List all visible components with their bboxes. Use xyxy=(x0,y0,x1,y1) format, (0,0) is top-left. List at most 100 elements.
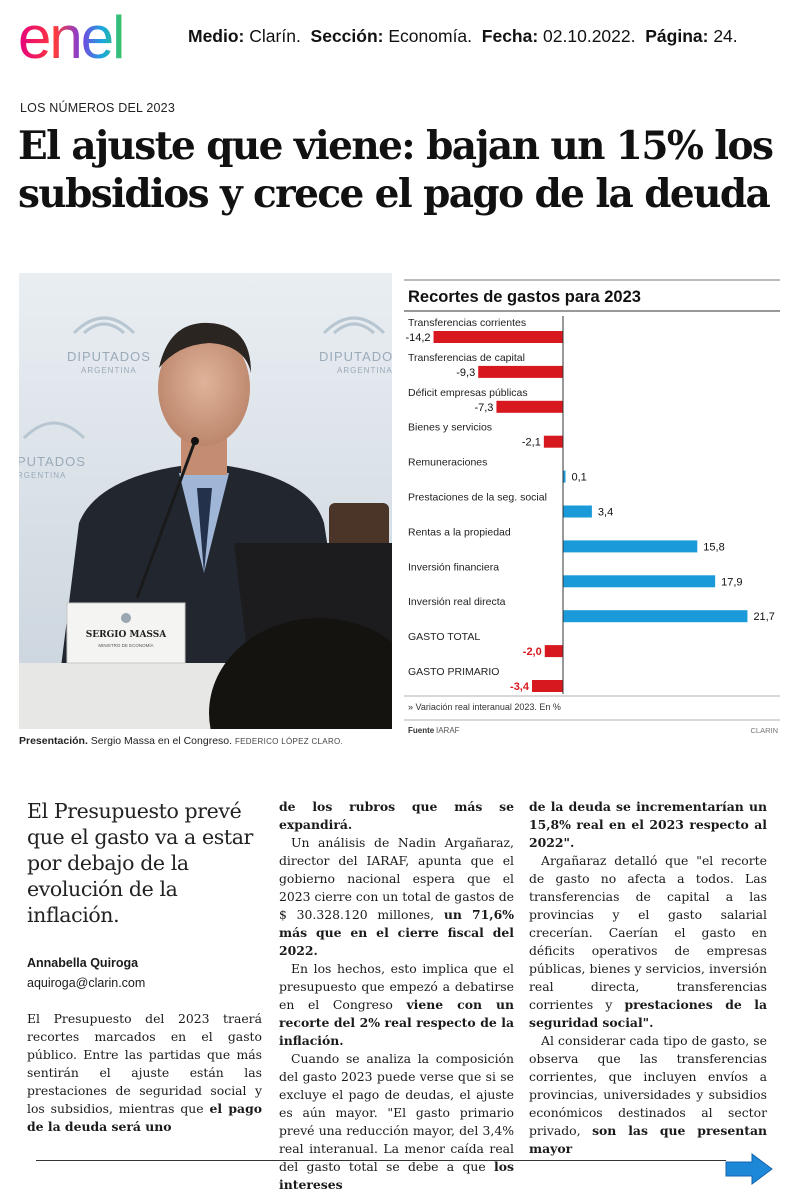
chart-rows: Transferencias corrientes -14,2 Transferen… xyxy=(405,317,774,693)
chart-category-label: GASTO TOTAL xyxy=(408,631,480,643)
footer-rule xyxy=(36,1160,726,1161)
medio-value: Clarín. xyxy=(249,26,301,46)
chart-value-label: -3,4 xyxy=(510,681,530,693)
chart-note: » Variación real interanual 2023. En % xyxy=(408,702,561,712)
article-column-2: de los rubros que más se expandirá. Un a… xyxy=(279,798,514,1194)
next-page-arrow-icon[interactable] xyxy=(724,1152,774,1186)
paragraph-bold: viene con un recorte del 2% real respect… xyxy=(279,997,514,1048)
chart-bar xyxy=(563,610,748,623)
paragraph: de los rubros que más se expandirá. xyxy=(279,798,514,834)
photo-credit: FEDERICO LÓPEZ CLARO. xyxy=(234,737,344,746)
paragraph-text: Un análisis de Nadin Argañaraz, director… xyxy=(279,835,514,922)
fecha-value: 02.10.2022. xyxy=(543,26,636,46)
chart-value-label: 21,7 xyxy=(753,611,774,623)
nameplate-text: SERGIO MASSA xyxy=(86,630,167,640)
wall-text-3: PUTADOS xyxy=(19,454,86,469)
wall-text-3b: RGENTINA xyxy=(19,471,66,480)
chart-value-label: 17,9 xyxy=(721,576,742,588)
chart-category-label: Prestaciones de la seg. social xyxy=(408,492,547,504)
arrow-right-icon xyxy=(725,1153,773,1185)
chart-bar xyxy=(532,680,563,692)
photo-caption: Presentación. Sergio Massa en el Congres… xyxy=(19,735,343,747)
paragraph-bold: un 71,6% más que en el cierre fiscal del… xyxy=(279,907,514,958)
chart-source-label: Fuente xyxy=(408,726,435,735)
paragraph: El Presupuesto del 2023 traerá recortes … xyxy=(27,1010,262,1136)
paragraph-text: En los hechos, esto implica que el presu… xyxy=(279,961,514,1012)
paragraph-text: Al considerar cada tipo de gasto, se obs… xyxy=(529,1033,767,1138)
paragraph: Argañaraz detalló que "el recorte de gas… xyxy=(529,852,767,1032)
chart-bar xyxy=(543,435,563,448)
paragraph-bold: de la deuda se incrementarían un 15,8% r… xyxy=(529,799,767,850)
article-headline: El ajuste que viene: bajan un 15% los su… xyxy=(18,123,774,217)
paragraph: Cuando se analiza la composición del gas… xyxy=(279,1050,514,1194)
logo-text: enel xyxy=(18,8,123,66)
nameplate-subtext: MINISTRO DE ECONOMÍA xyxy=(98,642,153,648)
enel-logo-graphic: enel xyxy=(18,8,125,66)
paragraph: En los hechos, esto implica que el presu… xyxy=(279,960,514,1050)
chart-bar xyxy=(544,645,563,658)
wall-text-1: DIPUTADOS xyxy=(67,349,151,364)
article-kicker: LOS NÚMEROS DEL 2023 xyxy=(20,101,175,115)
author-name: Annabella Quiroga xyxy=(27,956,139,970)
pagina-label: Página: xyxy=(645,26,709,46)
chart-bar xyxy=(563,505,592,518)
article-column-1: El Presupuesto prevé que el gasto va a e… xyxy=(27,798,262,1136)
chart-category-label: Inversión financiera xyxy=(408,561,499,573)
paragraph-text: Argañaraz detalló que "el recorte de gas… xyxy=(529,853,767,1012)
article-deck: El Presupuesto prevé que el gasto va a e… xyxy=(27,799,253,927)
paragraph: Un análisis de Nadin Argañaraz, director… xyxy=(279,834,514,960)
chart-bar xyxy=(563,470,566,483)
chart-credit: CLARIN xyxy=(750,726,778,735)
wall-text-2b: ARGENTINA xyxy=(337,366,392,375)
paragraph-text: El Presupuesto del 2023 traerá recortes … xyxy=(27,1011,262,1116)
seccion-value: Economía. xyxy=(388,26,473,46)
chart-bar xyxy=(563,575,716,588)
paragraph-bold: son las que presentan mayor xyxy=(529,1123,767,1156)
paragraph-text: Cuando se analiza la composición del gas… xyxy=(279,1051,514,1174)
chart-svg: Recortes de gastos para 2023 Transferenc… xyxy=(404,279,780,735)
chart-category-label: Transferencias de capital xyxy=(408,352,525,364)
author-email: aquiroga@clarin.com xyxy=(27,976,146,990)
article-column-3: de la deuda se incrementarían un 15,8% r… xyxy=(529,798,767,1158)
clipping-meta: Medio: Clarín. Sección: Economía. Fecha:… xyxy=(188,26,738,47)
photo-illustration: DIPUTADOS ARGENTINA DIPUTADOS ARGENTINA … xyxy=(19,273,392,729)
chart-bar xyxy=(496,400,563,413)
chart-value-label: -2,0 xyxy=(523,646,542,658)
article-photo: DIPUTADOS ARGENTINA DIPUTADOS ARGENTINA … xyxy=(19,273,392,729)
chart-title: Recortes de gastos para 2023 xyxy=(408,288,641,306)
chart-value-label: -2,1 xyxy=(522,437,541,449)
paragraph-bold: el pago de la deuda será uno xyxy=(27,1101,262,1134)
chart-bar xyxy=(478,365,563,378)
chart-category-label: GASTO PRIMARIO xyxy=(408,666,499,678)
chart-category-label: Inversión real directa xyxy=(408,596,506,608)
chart-value-label: 0,1 xyxy=(572,472,587,484)
paragraph: Al considerar cada tipo de gasto, se obs… xyxy=(529,1032,767,1158)
chart-value-label: -9,3 xyxy=(456,367,475,379)
chart-value-label: -14,2 xyxy=(405,332,430,344)
chart-category-label: Bienes y servicios xyxy=(408,422,492,434)
enel-logo: enel xyxy=(16,8,172,66)
chart-value-label: -7,3 xyxy=(474,402,493,414)
chart-category-label: Rentas a la propiedad xyxy=(408,526,511,538)
chart-category-label: Transferencias corrientes xyxy=(408,317,526,329)
chart-source: IARAF xyxy=(436,726,460,735)
expense-cuts-chart: Recortes de gastos para 2023 Transferenc… xyxy=(404,278,780,738)
seccion-label: Sección: xyxy=(310,26,384,46)
chart-value-label: 15,8 xyxy=(703,541,724,553)
chart-category-label: Déficit empresas públicas xyxy=(408,387,528,399)
chart-bar xyxy=(563,540,698,553)
chart-bar xyxy=(433,331,563,343)
caption-text: Sergio Massa en el Congreso. xyxy=(87,735,233,747)
wall-text-1b: ARGENTINA xyxy=(81,366,137,375)
pagina-value: 24. xyxy=(713,26,738,46)
paragraph-bold: de los rubros que más se expandirá. xyxy=(279,799,514,832)
chart-value-label: 3,4 xyxy=(598,507,613,519)
fecha-label: Fecha: xyxy=(481,26,539,46)
caption-bold: Presentación. xyxy=(19,735,88,747)
paragraph: de la deuda se incrementarían un 15,8% r… xyxy=(529,798,767,852)
paragraph-bold: los intereses xyxy=(279,1159,514,1192)
medio-label: Medio: xyxy=(188,26,245,46)
paragraph-bold: prestaciones de la seguridad social". xyxy=(529,997,767,1030)
chart-category-label: Remuneraciones xyxy=(408,457,487,469)
wall-text-2: DIPUTADOS xyxy=(319,349,392,364)
